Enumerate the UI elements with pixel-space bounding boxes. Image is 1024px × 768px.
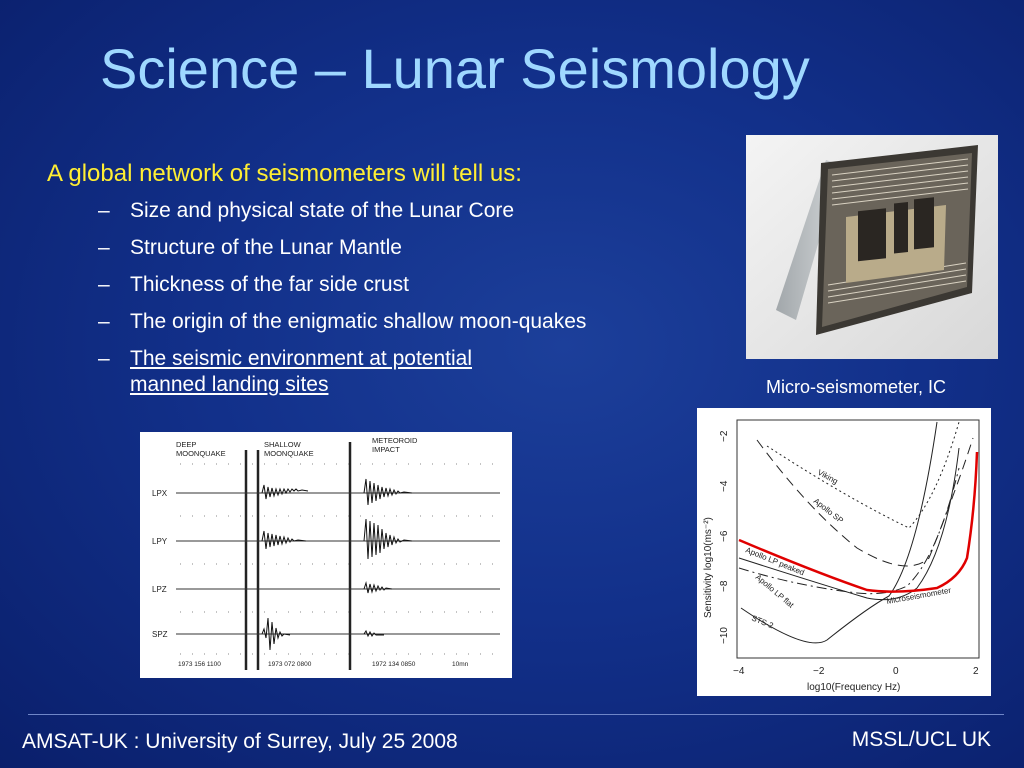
microseismometer-curve	[738, 451, 979, 593]
channel-label: LPY	[152, 537, 168, 546]
x-tick: −2	[813, 666, 825, 677]
apollo-sp-curve	[756, 437, 974, 567]
column-label: DEEP	[176, 440, 196, 449]
bullet-item-link[interactable]: – The seismic environment at potential ma…	[98, 346, 550, 398]
viking-curve	[766, 421, 960, 529]
bullet-text: The origin of the enigmatic shallow moon…	[130, 310, 587, 333]
column-label: IMPACT	[372, 445, 400, 454]
scale-label: 10mn	[452, 661, 469, 668]
micro-seismometer-photo	[746, 135, 998, 359]
footer-org: MSSL/UCL UK	[851, 728, 991, 751]
x-axis-label: log10(Frequency Hz)	[807, 682, 900, 693]
footer-event: AMSAT-UK : University of Surrey, July 25…	[22, 730, 458, 753]
dash-icon: –	[98, 347, 110, 370]
bullet-text: Structure of the Lunar Mantle	[130, 236, 402, 259]
column-label: MOONQUAKE	[264, 449, 314, 458]
bullet-item: – The origin of the enigmatic shallow moo…	[98, 309, 586, 335]
bullet-list: – Size and physical state of the Lunar Co…	[98, 198, 586, 409]
column-label: MOONQUAKE	[176, 449, 226, 458]
channel-label: LPX	[152, 489, 168, 498]
y-tick: −2	[719, 430, 730, 442]
column-label: SHALLOW	[264, 440, 302, 449]
timestamp: 1973 072 0800	[268, 661, 312, 668]
y-tick: −6	[719, 530, 730, 542]
dash-icon: –	[98, 236, 110, 259]
footer-divider	[28, 714, 1004, 715]
slide-title: Science – Lunar Seismology	[100, 37, 810, 100]
lead-text: A global network of seismometers will te…	[47, 160, 522, 187]
sensitivity-plot: −2 −4 −6 −8 −10 −4 −2 0 2 Sensitivity lo…	[697, 408, 991, 696]
y-tick: −8	[719, 580, 730, 592]
bullet-text: Size and physical state of the Lunar Cor…	[130, 199, 515, 222]
photo-caption: Micro-seismometer, IC	[766, 377, 947, 397]
bullet-item: – Structure of the Lunar Mantle	[98, 235, 586, 261]
x-tick: −4	[733, 666, 745, 677]
y-tick: −10	[719, 627, 730, 644]
seismogram-figure: DEEP MOONQUAKE SHALLOW MOONQUAKE METEORO…	[140, 432, 512, 678]
channel-label: SPZ	[152, 630, 168, 639]
timestamp: 1972 134 0850	[372, 661, 416, 668]
sts2-curve	[740, 421, 938, 644]
y-axis-label: Sensitivity log10(ms⁻²)	[703, 517, 714, 618]
x-tick: 0	[893, 666, 899, 677]
channel-label: LPZ	[152, 585, 167, 594]
dash-icon: –	[98, 273, 110, 296]
apollo-lp-peaked-curve	[738, 447, 960, 601]
landing-sites-link[interactable]: The seismic environment at potential man…	[130, 347, 472, 396]
bullet-item: – Size and physical state of the Lunar Co…	[98, 198, 586, 224]
bullet-text: Thickness of the far side crust	[130, 273, 409, 296]
timestamp: 1973 156 1100	[178, 661, 221, 668]
column-label: METEOROID	[372, 436, 418, 445]
x-tick: 2	[973, 666, 979, 677]
dash-icon: –	[98, 199, 110, 222]
y-tick: −4	[719, 480, 730, 492]
bullet-item: – Thickness of the far side crust	[98, 272, 586, 298]
dash-icon: –	[98, 310, 110, 333]
